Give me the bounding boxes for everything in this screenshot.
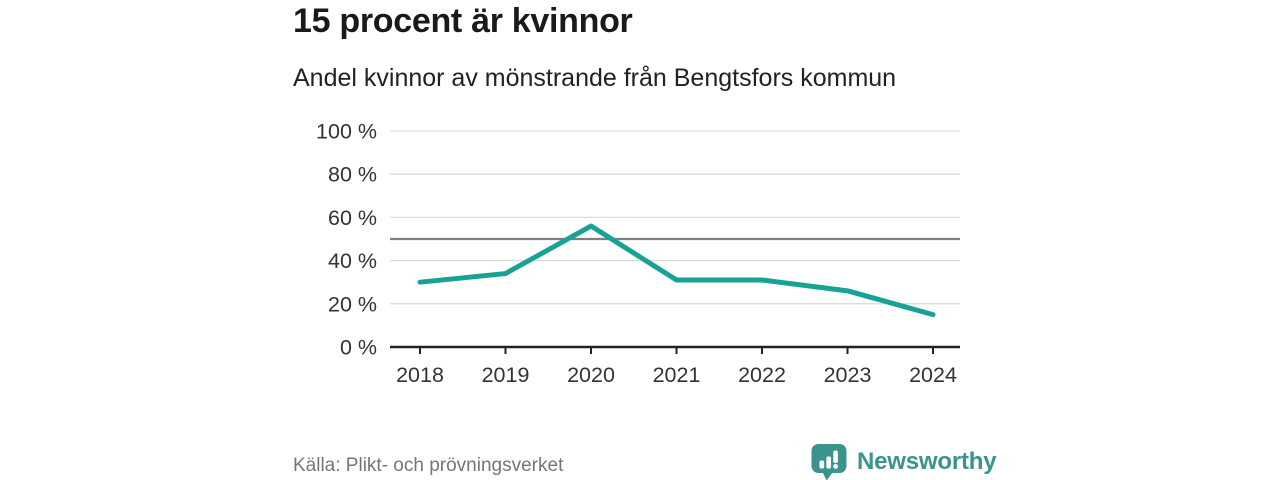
- x-tick-label: 2020: [567, 363, 615, 387]
- line-chart-svg: 2018 2019 2020 2021 2022 2023 2024 0 % 20 % 40 % 6…: [316, 120, 960, 387]
- y-tick-label: 80 %: [328, 163, 377, 187]
- y-tick-label: 40 %: [328, 249, 377, 273]
- brand-logo: Newsworthy: [810, 443, 997, 480]
- source-attribution: Källa: Plikt- och prövningsverket: [293, 455, 564, 476]
- line-chart: 2018 2019 2020 2021 2022 2023 2024 0 % 20 % 40 % 6…: [290, 112, 980, 392]
- y-tick-label: 100 %: [316, 120, 377, 144]
- data-line: [417, 223, 936, 318]
- x-tick-label: 2023: [824, 363, 872, 387]
- x-tick-label: 2019: [482, 363, 530, 387]
- y-tick-label: 0 %: [340, 336, 377, 360]
- y-tick-label: 60 %: [328, 206, 377, 230]
- x-tick-label: 2024: [909, 363, 957, 387]
- brand-wordmark: Newsworthy: [857, 448, 997, 475]
- y-tick-label: 20 %: [328, 292, 377, 316]
- x-tick-label: 2018: [396, 363, 444, 387]
- chart-subtitle: Andel kvinnor av mönstrande från Bengtsf…: [293, 64, 897, 92]
- x-tick-label: 2022: [738, 363, 786, 387]
- x-tick-label: 2021: [653, 363, 701, 387]
- newsworthy-chart-bubble-icon: [811, 444, 847, 480]
- page-title: 15 procent är kvinnor: [293, 2, 633, 40]
